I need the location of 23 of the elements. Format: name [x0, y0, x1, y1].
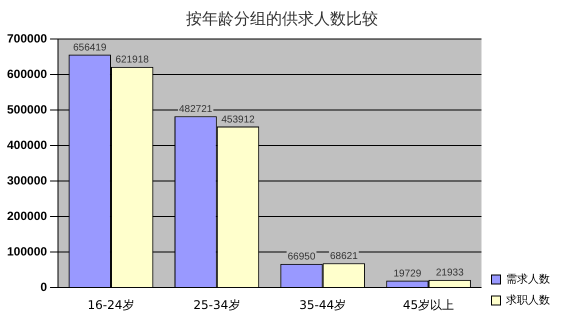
y-tick-label: 200000 [6, 208, 48, 223]
x-tick-label: 16-24岁 [88, 298, 134, 312]
data-label: 21933 [436, 268, 464, 279]
y-tick-label: 700000 [6, 32, 48, 46]
data-label: 621918 [115, 54, 150, 66]
data-label: 66950 [288, 252, 316, 263]
x-tick-label: 45岁以上 [402, 298, 454, 312]
x-tick-label: 35-44岁 [299, 298, 346, 312]
legend-label: 需求人数 [506, 272, 550, 286]
x-tick-label: 25-34岁 [193, 298, 240, 312]
y-tick-label: 0 [40, 280, 48, 294]
y-tick-label: 300000 [6, 173, 48, 188]
legend-label: 求职人数 [506, 293, 550, 306]
data-label: 453912 [221, 114, 256, 126]
y-tick-label: 500000 [6, 102, 48, 116]
chart-title: 按年龄分组的供求人数比较 [186, 8, 378, 28]
data-label: 19729 [393, 268, 422, 280]
y-tick-label: 100000 [6, 244, 48, 258]
y-tick-label: 400000 [6, 138, 48, 152]
data-label: 656419 [73, 42, 107, 54]
y-tick-label: 600000 [6, 67, 48, 81]
data-label: 68621 [330, 251, 358, 262]
data-label: 482721 [178, 104, 213, 116]
